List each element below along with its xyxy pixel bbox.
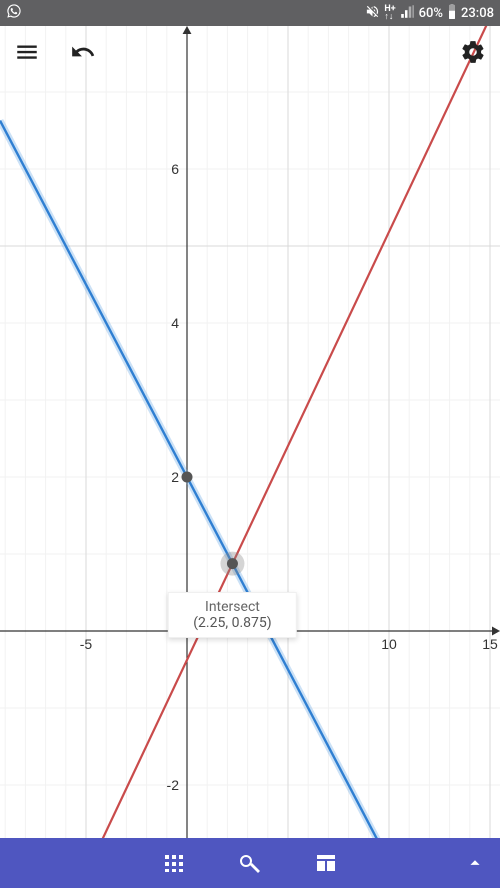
- signal-icon: [400, 4, 415, 23]
- svg-text:15: 15: [482, 636, 498, 652]
- graph-tools-icon[interactable]: [236, 851, 264, 875]
- svg-text:-2: -2: [167, 777, 180, 793]
- data-icon: H+↑↓: [384, 5, 395, 21]
- bottom-toolbar: [0, 838, 500, 888]
- point-label-title: Intersect: [193, 599, 271, 615]
- svg-text:-5: -5: [80, 636, 93, 652]
- android-statusbar: H+↑↓ 60% 23:08: [0, 0, 500, 26]
- clock: 23:08: [461, 6, 494, 21]
- mute-icon: [365, 4, 380, 23]
- hamburger-icon[interactable]: [14, 39, 40, 69]
- svg-text:2: 2: [171, 469, 179, 485]
- table-icon[interactable]: [312, 851, 340, 875]
- whatsapp-icon: [6, 3, 22, 23]
- battery-icon: [447, 4, 457, 23]
- undo-icon[interactable]: [68, 39, 98, 69]
- expand-up-icon[interactable]: [464, 838, 486, 888]
- graph-viewport[interactable]: -51015-22468 Intersect (2.25, 0.875): [0, 26, 500, 838]
- app-topbar: [0, 26, 500, 82]
- keypad-icon[interactable]: [160, 851, 188, 875]
- svg-text:4: 4: [171, 315, 179, 331]
- graph-canvas[interactable]: -51015-22468: [0, 26, 500, 838]
- point-label-box[interactable]: Intersect (2.25, 0.875): [168, 592, 296, 638]
- battery-percent: 60%: [419, 6, 443, 21]
- svg-text:6: 6: [171, 161, 179, 177]
- point-label-coords: (2.25, 0.875): [193, 615, 271, 631]
- gear-icon[interactable]: [460, 39, 486, 69]
- svg-text:10: 10: [381, 636, 397, 652]
